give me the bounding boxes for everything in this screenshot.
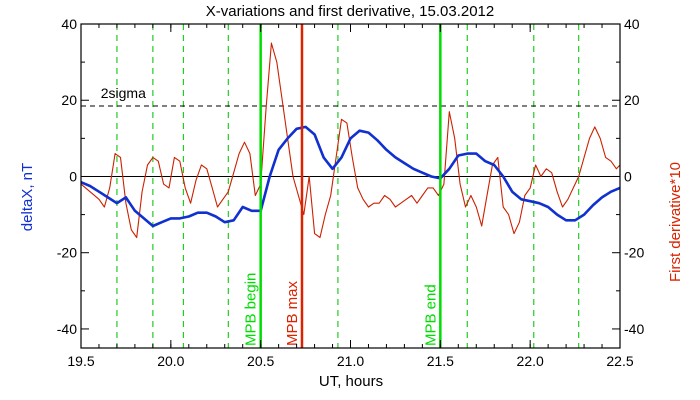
y-tick-label-right-0: -40	[624, 321, 644, 337]
series-line-0	[80, 125, 621, 228]
x-tick-label-6: 22.5	[606, 353, 633, 369]
x-tick-label-2: 20.5	[247, 353, 274, 369]
x-tick-label-0: 19.5	[67, 353, 94, 369]
y-tick-label-left-1: -20	[57, 245, 77, 261]
chart-title: X-variations and first derivative, 15.03…	[206, 3, 495, 20]
y-tick-label-left-0: -40	[57, 321, 77, 337]
x-tick-label-5: 22.0	[517, 353, 544, 369]
y-tick-label-right-4: 40	[624, 16, 640, 32]
x-axis-label: UT, hours	[319, 373, 383, 390]
marker-label-0: MPB begin	[243, 273, 260, 346]
marker-label-1: MPB max	[284, 280, 301, 346]
y-axis-label-right: First derivative*10	[667, 162, 684, 282]
x-tick-label-1: 20.0	[157, 353, 184, 369]
x-tick-label-3: 21.0	[337, 353, 364, 369]
y-axis-label-left: deltaX, nT	[19, 163, 36, 231]
y-tick-label-left-3: 20	[61, 92, 77, 108]
plot-area: 2sigma MPB begin MPB max MPB end 19.5 20.0 20.…	[57, 16, 645, 369]
y-tick-label-right-2: 0	[624, 168, 632, 184]
x-tick-label-4: 21.5	[427, 353, 454, 369]
y-tick-label-right-3: 20	[624, 92, 640, 108]
y-tick-label-right-1: -20	[624, 245, 644, 261]
marker-label-2: MPB end	[422, 284, 439, 346]
y-tick-label-left-2: 0	[69, 168, 77, 184]
threshold-label: 2sigma	[101, 85, 146, 101]
y-tick-label-left-4: 40	[61, 16, 77, 32]
series-line-1	[80, 42, 621, 239]
